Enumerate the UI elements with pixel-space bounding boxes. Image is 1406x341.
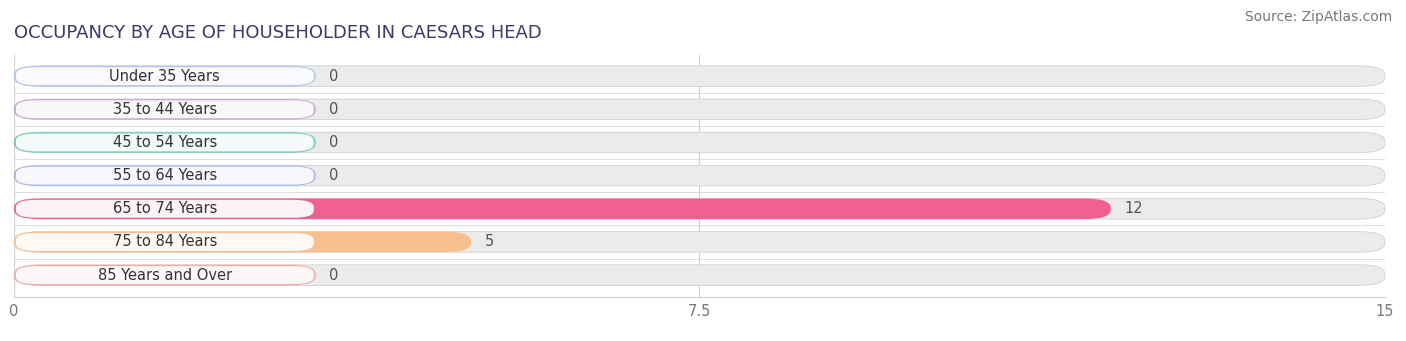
Text: 0: 0 [329,168,339,183]
FancyBboxPatch shape [14,165,1385,186]
Text: 55 to 64 Years: 55 to 64 Years [112,168,217,183]
FancyBboxPatch shape [15,233,314,251]
FancyBboxPatch shape [14,66,1385,86]
Text: 0: 0 [329,268,339,283]
FancyBboxPatch shape [14,232,1385,252]
FancyBboxPatch shape [14,232,471,252]
FancyBboxPatch shape [14,198,1385,219]
FancyBboxPatch shape [14,265,1385,285]
Text: 45 to 54 Years: 45 to 54 Years [112,135,217,150]
Text: 5: 5 [485,235,494,250]
Text: 0: 0 [329,135,339,150]
Text: 0: 0 [329,69,339,84]
Text: Under 35 Years: Under 35 Years [110,69,221,84]
FancyBboxPatch shape [14,198,1111,219]
FancyBboxPatch shape [15,200,314,218]
Text: 65 to 74 Years: 65 to 74 Years [112,201,217,216]
FancyBboxPatch shape [15,67,314,85]
FancyBboxPatch shape [14,132,1385,153]
Text: 75 to 84 Years: 75 to 84 Years [112,235,217,250]
Text: 85 Years and Over: 85 Years and Over [98,268,232,283]
Text: Source: ZipAtlas.com: Source: ZipAtlas.com [1244,10,1392,24]
FancyBboxPatch shape [14,265,316,285]
FancyBboxPatch shape [14,165,316,186]
Text: 12: 12 [1125,201,1143,216]
FancyBboxPatch shape [15,100,314,118]
FancyBboxPatch shape [14,132,316,153]
FancyBboxPatch shape [15,266,314,284]
Text: 35 to 44 Years: 35 to 44 Years [112,102,217,117]
FancyBboxPatch shape [14,66,316,86]
FancyBboxPatch shape [15,167,314,184]
FancyBboxPatch shape [14,99,316,120]
FancyBboxPatch shape [14,99,1385,120]
FancyBboxPatch shape [15,133,314,151]
Text: OCCUPANCY BY AGE OF HOUSEHOLDER IN CAESARS HEAD: OCCUPANCY BY AGE OF HOUSEHOLDER IN CAESA… [14,24,541,42]
Text: 0: 0 [329,102,339,117]
